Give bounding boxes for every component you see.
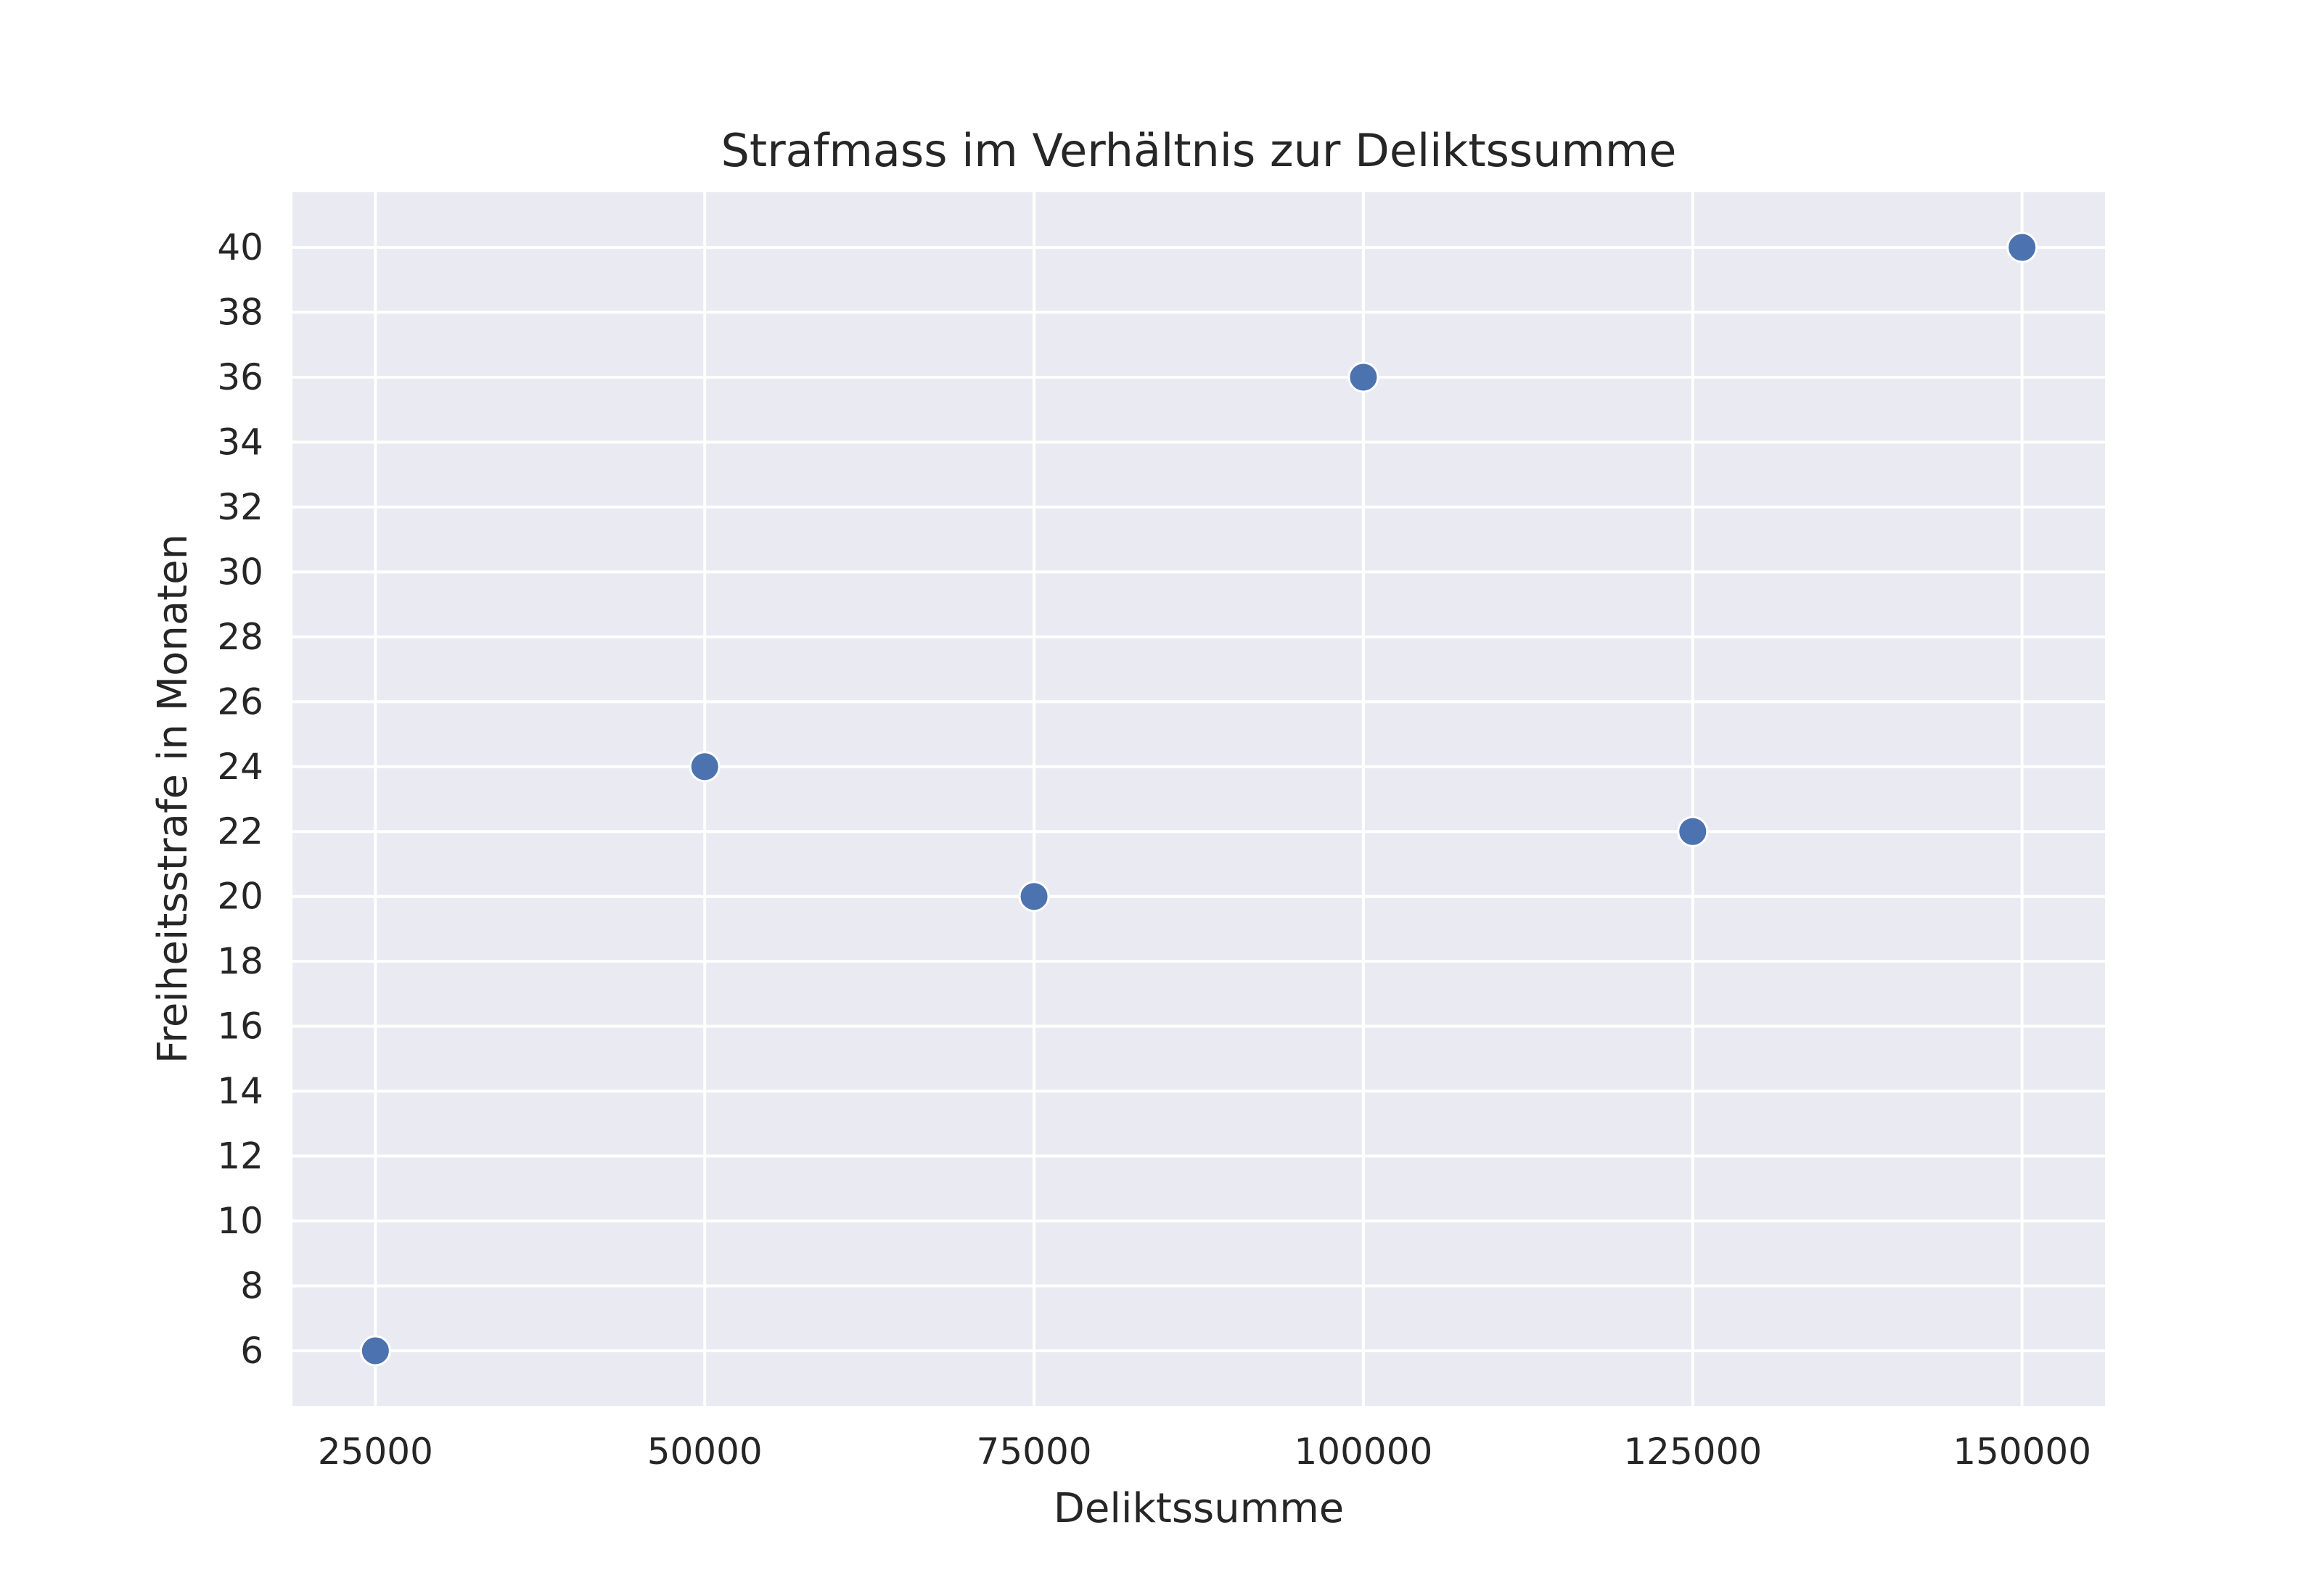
x-tick-labels: 25000 50000 75000 100000 125000 150000 [318,1431,2091,1473]
y-tick-label: 8 [240,1264,263,1307]
y-tick-label: 30 [217,551,263,593]
x-tick-label: 75000 [977,1431,1092,1473]
data-point [689,751,721,783]
y-tick-label: 32 [217,486,263,528]
y-axis-label: Freiheitsstrafe in Monaten [149,534,197,1064]
y-tick-label: 36 [217,356,263,398]
y-tick-label: 28 [217,616,263,658]
x-axis-label: Deliktssumme [1054,1485,1344,1532]
data-point [1347,361,1379,393]
data-point [1018,881,1050,913]
y-tick-label: 16 [217,1005,263,1048]
x-tick-label: 150000 [1953,1431,2091,1473]
data-point [2006,231,2038,263]
data-points [359,231,2038,1367]
data-point [1677,815,1709,847]
y-tick-label: 10 [217,1200,263,1242]
x-grid [374,192,2024,1406]
y-tick-label: 34 [217,421,263,463]
plot-area [292,192,2105,1406]
x-tick-label: 25000 [318,1431,433,1473]
y-tick-label: 22 [217,810,263,852]
y-tick-label: 38 [217,292,263,334]
y-grid [292,246,2105,1352]
y-tick-label: 24 [217,746,263,788]
x-tick-label: 125000 [1623,1431,1762,1473]
x-tick-label: 50000 [647,1431,763,1473]
y-tick-label: 20 [217,876,263,918]
y-tick-label: 40 [217,226,263,268]
y-tick-label: 12 [217,1135,263,1177]
y-tick-label: 14 [217,1070,263,1112]
chart-title: Strafmass im Verhältnis zur Deliktssumme [721,124,1677,177]
y-tick-labels: 6 8 10 12 14 16 18 20 22 24 26 28 30 32 34 36 38 40 [217,226,263,1372]
y-tick-label: 18 [217,940,263,982]
y-tick-label: 6 [240,1330,263,1372]
y-tick-label: 26 [217,680,263,723]
x-tick-label: 100000 [1294,1431,1432,1473]
data-point [359,1335,391,1367]
